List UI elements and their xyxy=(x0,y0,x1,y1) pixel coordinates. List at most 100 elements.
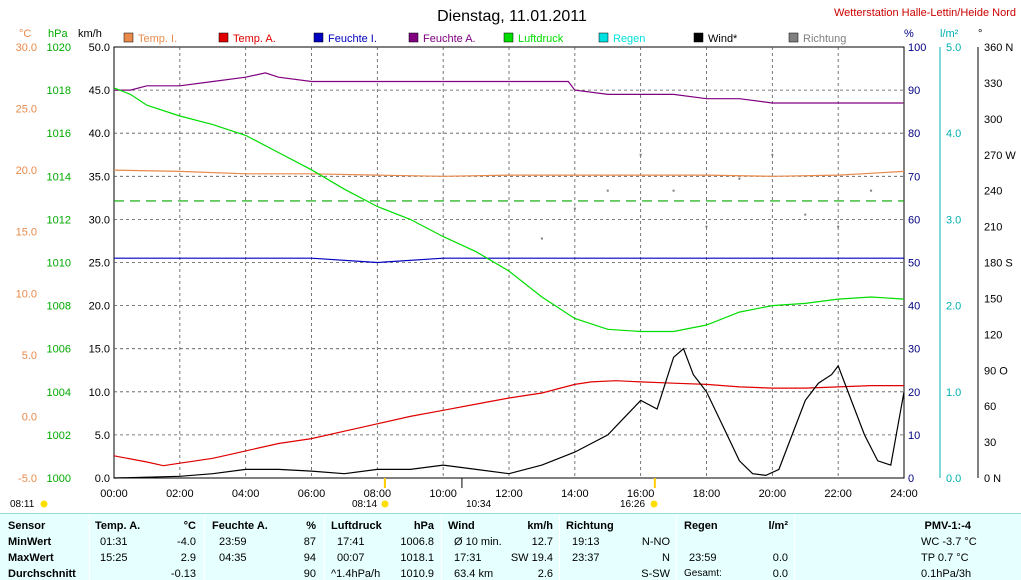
luftdruck-header: Luftdruck xyxy=(331,520,382,532)
tick-label-wind: 35.0 xyxy=(89,171,110,183)
tick-label-pressure: 1006 xyxy=(47,344,71,356)
direction-point xyxy=(606,189,609,192)
tick-label-temp: 15.0 xyxy=(16,227,37,239)
tick-label-pressure: 1016 xyxy=(47,128,71,140)
legend-swatch xyxy=(313,32,324,43)
series-line-luftdruck xyxy=(113,87,905,333)
max-label: MaxWert xyxy=(8,552,54,564)
feuchte-max-value: 94 xyxy=(303,552,316,564)
x-tick-label: 20:00 xyxy=(759,488,787,500)
temp-header: Temp. A. xyxy=(95,520,141,532)
chart-legend: Temp. I. Temp. A. Feuchte I. Feuchte A. Luft… xyxy=(123,32,846,45)
pmv-windchill: WC -3.7 °C xyxy=(921,536,977,548)
tick-label-temp: 0.0 xyxy=(22,411,37,423)
direction-point xyxy=(738,177,741,180)
sunset-mark-label: 16:26 xyxy=(620,499,645,510)
tick-label-pressure: 1020 xyxy=(47,42,71,54)
feuchte-min-value: 87 xyxy=(303,536,316,548)
direction-point xyxy=(804,213,807,216)
legend-label: Feuchte I. xyxy=(328,33,377,45)
tick-label-pressure: 1012 xyxy=(47,214,71,226)
wind-header: Wind xyxy=(448,520,475,532)
direction-point xyxy=(540,237,543,240)
tick-label-humidity: 70 xyxy=(908,171,920,183)
wind-max-value: SW 19.4 xyxy=(510,552,553,564)
tick-label-pressure: 1002 xyxy=(47,430,71,442)
sunset-icon xyxy=(650,500,658,508)
tick-label-direction: 330 xyxy=(984,78,1002,90)
feuchte-max-time: 04:35 xyxy=(219,552,247,564)
x-tick-label: 12:00 xyxy=(495,488,523,500)
min-label: MinWert xyxy=(8,536,52,548)
direction-point xyxy=(903,153,905,156)
tick-label-wind: 40.0 xyxy=(89,128,110,140)
tick-label-humidity: 80 xyxy=(908,128,920,140)
luftdruck-avg-value: 1010.9 xyxy=(400,568,434,580)
legend-label: Regen xyxy=(613,33,645,45)
direction-point xyxy=(870,189,873,192)
x-tick-label: 04:00 xyxy=(232,488,260,500)
luftdruck-unit: hPa xyxy=(413,520,434,532)
richtung-max-value: N xyxy=(662,552,670,564)
x-tick-label: 24:00 xyxy=(890,488,918,500)
tick-label-humidity: 90 xyxy=(908,85,920,97)
weather-chart: Dienstag, 11.01.2011 Wetterstation Halle… xyxy=(10,7,1017,510)
regen-total-label: Gesamt: xyxy=(684,568,722,579)
tick-label-direction: 270 W xyxy=(984,150,1016,162)
temp-avg-value: -0.13 xyxy=(170,568,196,580)
legend-swatch xyxy=(123,32,134,43)
richtung-min-value: N-NO xyxy=(641,536,670,548)
stats-footer: Sensor MinWert MaxWert Durchschnitt Temp… xyxy=(0,513,1021,580)
wind-run: 63.4 km xyxy=(454,568,494,580)
station-name: Wetterstation Halle-Lettin/Heide Nord xyxy=(834,7,1016,19)
tick-label-direction: 60 xyxy=(984,401,996,413)
chart-title: Dienstag, 11.01.2011 xyxy=(437,8,587,25)
tick-label-temp: 30.0 xyxy=(16,42,37,54)
pmv-header: PMV-1:-4 xyxy=(924,520,971,532)
luftdruck-min-value: 1006.8 xyxy=(400,536,434,548)
tick-label-direction: 30 xyxy=(984,437,996,449)
legend-swatch xyxy=(218,32,229,43)
legend-swatch xyxy=(693,32,704,43)
direction-point xyxy=(639,153,642,156)
wind-max-time: 17:31 xyxy=(454,552,482,564)
col-temp: Temp. A. °C 01:31 -4.0 15:25 2.9 -0.13 xyxy=(90,514,205,580)
tick-label-direction: 90 O xyxy=(984,365,1008,377)
tick-label-humidity: 60 xyxy=(908,214,920,226)
regen-header: Regen xyxy=(684,520,718,532)
legend-swatch xyxy=(408,32,419,43)
sunrise-mark-label: 08:14 xyxy=(352,499,377,510)
luftdruck-max-value: 1018.1 xyxy=(400,552,434,564)
x-tick-label: 16:00 xyxy=(627,488,655,500)
col-sensor: Sensor MinWert MaxWert Durchschnitt xyxy=(0,514,90,580)
series-line-feuchte-a xyxy=(114,72,904,104)
tick-label-wind: 30.0 xyxy=(89,214,110,226)
tick-label-rain: 5.0 xyxy=(946,42,961,54)
legend-label: Richtung xyxy=(803,33,846,45)
legend-label: Temp. I. xyxy=(138,33,177,45)
richtung-header: Richtung xyxy=(566,520,614,532)
tick-label-humidity: 0 xyxy=(908,473,914,485)
tick-label-wind: 10.0 xyxy=(89,387,110,399)
pmv-dewpoint: TP 0.7 °C xyxy=(921,552,969,564)
tick-label-direction: 150 xyxy=(984,293,1002,305)
x-tick-label: 22:00 xyxy=(824,488,852,500)
feuchte-min-time: 23:59 xyxy=(219,536,247,548)
direction-point xyxy=(573,207,576,210)
col-regen: Regen l/m² 23:59 0.0 Gesamt: 0.0 xyxy=(677,514,795,580)
temp-max-time: 15:25 xyxy=(100,552,128,564)
wind-avg-value: 2.6 xyxy=(537,568,553,580)
chart-axes: -5.00.05.010.015.020.025.030.01000100210… xyxy=(16,42,1017,500)
sunrise-label: 08:11 xyxy=(10,499,35,510)
unit-humidity: % xyxy=(904,28,914,40)
tick-label-direction: 210 xyxy=(984,222,1002,234)
pmv-pressure-trend: 0.1hPa/3h xyxy=(921,568,972,580)
tick-label-temp: -5.0 xyxy=(18,473,37,485)
regen-max-value: 0.0 xyxy=(772,552,788,564)
x-tick-label: 10:00 xyxy=(429,488,457,500)
legend-swatch xyxy=(503,32,514,43)
plot-area xyxy=(113,46,905,479)
tick-label-direction: 360 N xyxy=(984,42,1013,54)
tick-label-rain: 2.0 xyxy=(946,301,961,313)
luftdruck-min-time: 17:41 xyxy=(337,536,365,548)
